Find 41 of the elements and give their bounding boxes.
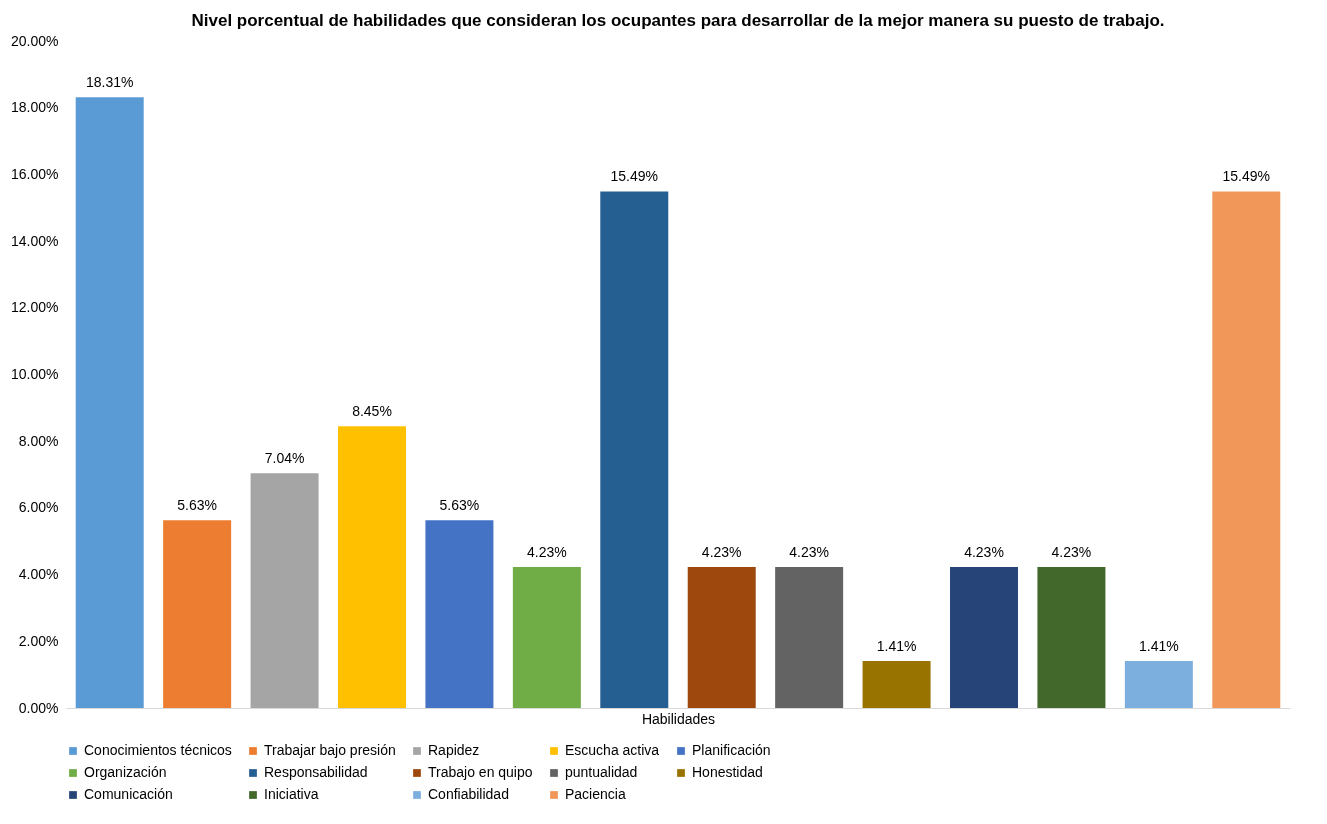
legend-label: Responsabilidad [264,764,368,780]
data-label: 5.63% [177,497,217,514]
legend-label: Rapidez [428,742,480,758]
legend-label: Comunicación [84,786,173,802]
legend-label: Trabajo en quipo [428,764,533,780]
y-tick-label: 0.00% [18,699,59,716]
legend-label: Paciencia [565,786,626,802]
legend-label: Escucha activa [565,742,660,758]
chart-title: Nivel porcentual de habilidades que consideran los ocupantes para desarrollar de la mejor manera su puesto de trabajo. [191,11,1165,30]
data-label: 15.49% [610,168,659,185]
y-tick-label: 10.00% [11,366,59,382]
legend-label: Organización [84,764,167,780]
data-label: 8.45% [352,403,392,420]
data-label: 7.04% [264,450,305,467]
data-label: 1.41% [876,637,917,654]
data-label: 15.49% [1222,168,1271,185]
legend-label: puntualidad [565,764,638,780]
data-label: 4.23% [701,543,742,560]
legend-label: Iniciativa [264,786,319,802]
legend-label: Honestidad [692,764,763,780]
y-tick-label: 6.00% [18,499,59,516]
y-tick-label: 8.00% [18,432,59,449]
data-label: 4.23% [527,543,567,560]
data-label: 5.63% [439,497,480,514]
y-tick-label: 2.00% [18,632,59,649]
data-label: 4.23% [789,543,829,560]
data-label: 1.41% [1139,637,1179,654]
y-tick-label: 14.00% [11,232,59,249]
data-label: 18.31% [85,74,134,91]
y-tick-label: 18.00% [11,99,59,116]
x-axis-title: Habilidades [641,710,716,727]
y-tick-label: 4.00% [18,566,59,583]
y-tick-label: 12.00% [11,299,59,316]
legend-label: Trabajar bajo presión [264,742,396,758]
y-tick-label: 20.00% [11,32,59,49]
y-tick-label: 16.00% [11,165,59,182]
data-label: 4.23% [1051,543,1092,560]
legend-label: Confiabilidad [428,786,509,802]
legend-label: Conocimientos técnicos [84,742,232,758]
data-label: 4.23% [964,543,1004,560]
legend-label: Planificación [692,742,771,758]
